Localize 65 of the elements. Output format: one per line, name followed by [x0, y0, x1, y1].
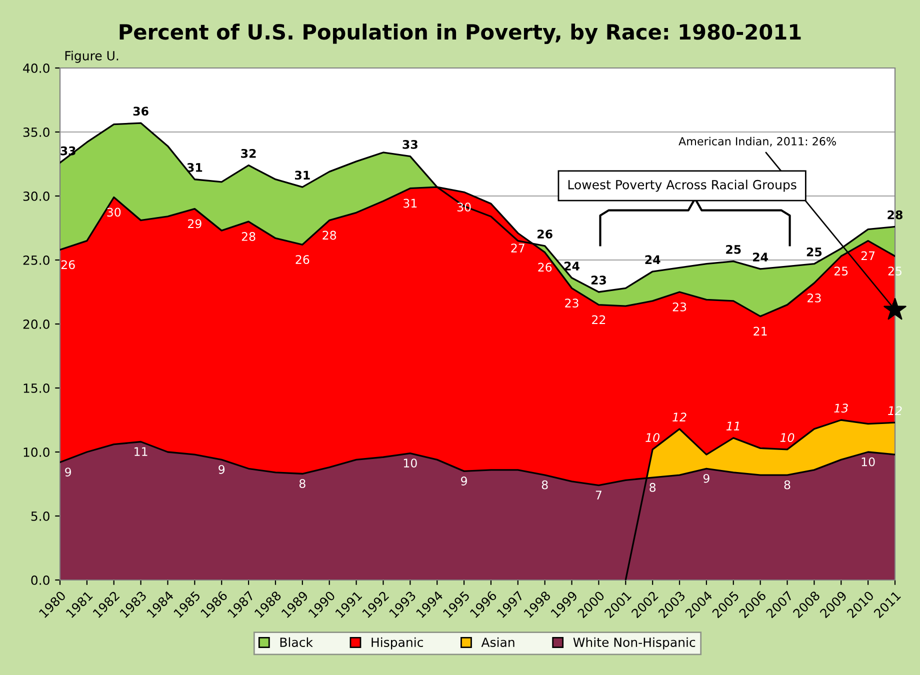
annotation: American Indian, 2011: 26% — [678, 136, 836, 147]
y-tick-label: 35.0 — [23, 127, 50, 137]
data-label: 32 — [241, 148, 256, 158]
data-label: 10 — [780, 433, 794, 442]
data-label: 28 — [888, 210, 902, 220]
legend-label: Asian — [481, 637, 514, 648]
y-tick-label: 0.0 — [31, 575, 50, 585]
data-label: 23 — [808, 293, 821, 302]
data-label: 8 — [299, 479, 306, 488]
data-label: 12 — [888, 406, 902, 415]
data-label: 33 — [402, 140, 418, 149]
data-label: 26 — [296, 255, 310, 264]
data-label: 31 — [404, 198, 417, 208]
data-label: 10 — [862, 457, 875, 466]
y-tick-label: 30.0 — [23, 191, 50, 201]
data-label: 31 — [187, 163, 202, 172]
data-label: 22 — [592, 315, 606, 324]
data-label: 13 — [834, 404, 848, 413]
data-label: 8 — [542, 480, 548, 490]
data-label: 27 — [861, 251, 875, 260]
data-label: 31 — [294, 170, 310, 180]
data-label: 9 — [65, 468, 72, 476]
legend-label: Hispanic — [372, 637, 423, 650]
data-label: 24 — [564, 262, 580, 270]
y-tick-label: 40.0 — [23, 63, 50, 73]
text: Figure U. — [65, 50, 118, 63]
y-tick-label: 5.0 — [31, 511, 50, 521]
data-label: 21 — [754, 326, 767, 336]
data-label: 9 — [218, 465, 225, 474]
data-label: 27 — [511, 244, 524, 252]
data-label: 8 — [784, 480, 790, 490]
data-label: 25 — [888, 266, 902, 276]
data-label: 25 — [834, 266, 848, 276]
data-label: 23 — [672, 302, 686, 312]
data-label: 11 — [134, 447, 148, 456]
y-tick-label: 15.0 — [24, 383, 50, 393]
data-label: 26 — [538, 230, 552, 239]
data-label: 23 — [591, 276, 606, 285]
data-label: 30 — [107, 208, 121, 217]
y-tick-label: 25.0 — [23, 255, 50, 265]
data-label: 24 — [645, 255, 660, 264]
data-label: 7 — [596, 490, 602, 500]
data-label: 24 — [753, 252, 768, 262]
data-label: 26 — [61, 260, 75, 270]
data-label: 12 — [672, 412, 686, 422]
data-label: 29 — [188, 219, 202, 228]
legend-label: Black — [280, 637, 313, 648]
legend-label: White Non-Hispanic — [573, 637, 696, 650]
data-label: 10 — [646, 433, 660, 442]
data-label: 8 — [650, 482, 656, 492]
data-label: 25 — [726, 244, 741, 254]
data-label: 26 — [538, 262, 552, 272]
data-label: 36 — [133, 106, 148, 116]
data-label: 10 — [404, 458, 417, 468]
data-label: 9 — [461, 476, 467, 486]
data-label: 23 — [565, 298, 578, 308]
y-tick-label: 20.0 — [23, 319, 50, 329]
data-label: 28 — [322, 230, 336, 240]
annotation: Lowest Poverty Across Racial Groups — [568, 180, 796, 192]
y-tick-label: 10.0 — [24, 447, 50, 457]
chart-title: Percent of U.S. Population in Poverty, by Race: 1980-2011 — [120, 24, 801, 44]
data-label: 28 — [242, 232, 256, 241]
data-label: 25 — [806, 248, 822, 256]
data-label: 11 — [726, 422, 740, 430]
data-label: 9 — [703, 474, 710, 483]
